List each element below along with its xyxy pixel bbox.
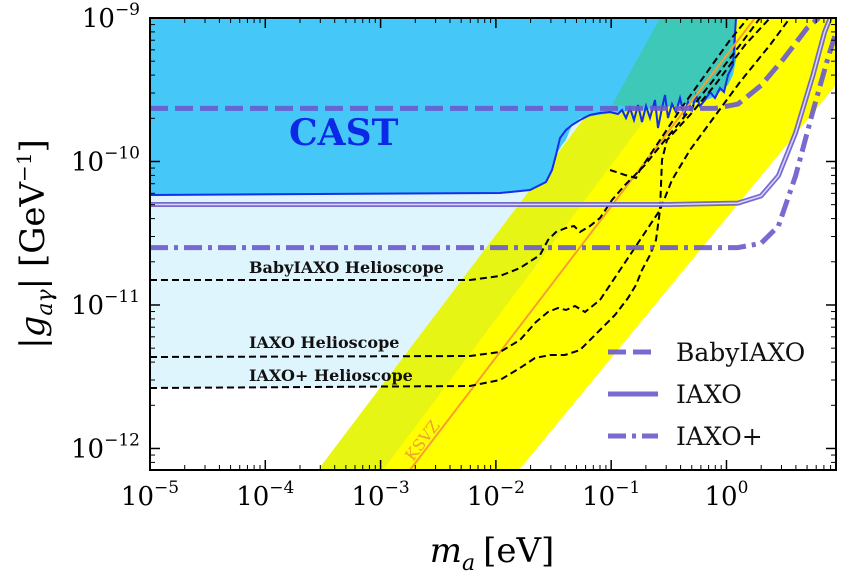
x-tick-label: 10−4: [236, 478, 294, 512]
legend-label-iaxo: IAXO: [676, 380, 742, 409]
babyiaxo-helioscope-label: BabyIAXO Helioscope: [249, 258, 444, 277]
y-axis-subscript: aγ: [33, 288, 58, 315]
svg-text:|gaγ| [GeV−1]: |gaγ| [GeV−1]: [12, 139, 58, 349]
ksvz-line: [409, 18, 756, 470]
x-tick-label: 10−1: [582, 478, 640, 512]
plot-area: CAST KSVZ BabyIAXO Helioscope IAXO Helio…: [150, 18, 836, 470]
legend-label-babyiaxo: BabyIAXO: [676, 338, 805, 367]
y-tick-label: 10−9: [82, 0, 140, 34]
x-tick-label: 10−5: [121, 478, 179, 512]
y-axis-title: |gaγ| [GeV−1]: [12, 139, 58, 349]
ticks-layer: 10−5 10−4 10−3 10−2 10−1 100 10−12 10−11 10−10 10…: [71, 0, 836, 512]
cast-band-overlap: [612, 18, 736, 108]
legend-label-iaxo-plus: IAXO+: [676, 422, 763, 451]
series-line-babyiaxo: [150, 18, 821, 111]
y-axis-unit: | [GeV: [13, 181, 53, 290]
plot-frame: [149, 17, 837, 471]
series-line-iaxo-plus: [150, 31, 836, 251]
y-axis-symbol: |g: [13, 316, 53, 349]
y-axis-unit-close: ]: [13, 139, 53, 152]
iaxo-plus-helioscope-label: IAXO+ Helioscope: [249, 366, 413, 385]
series-line-highlight: [150, 18, 831, 206]
x-axis-subscript: a: [462, 551, 475, 574]
cast-boundary-line: [150, 18, 737, 196]
iaxo-helioscope-curve: [150, 18, 791, 358]
series-layer: [150, 18, 836, 251]
x-tick-label: 100: [705, 478, 749, 512]
qcd-band-overlap: [318, 18, 736, 470]
y-axis-unit-exponent: −1: [12, 152, 36, 181]
legend: BabyIAXO IAXO IAXO+: [608, 338, 805, 451]
y-tick-label: 10−11: [71, 287, 140, 321]
iaxo-helioscope-label: IAXO Helioscope: [249, 333, 399, 352]
x-tick-label: 10−3: [352, 478, 410, 512]
babyiaxo-helioscope-curve: [150, 18, 761, 281]
cast-label: CAST: [289, 112, 399, 154]
x-axis-title: ma [eV]: [430, 531, 555, 574]
y-tick-label: 10−10: [71, 143, 140, 177]
x-axis-unit: [eV]: [483, 531, 554, 571]
y-tick-label: 10−12: [71, 430, 140, 464]
x-axis-symbol: m: [430, 531, 462, 571]
x-tick-label: 10−2: [467, 478, 525, 512]
